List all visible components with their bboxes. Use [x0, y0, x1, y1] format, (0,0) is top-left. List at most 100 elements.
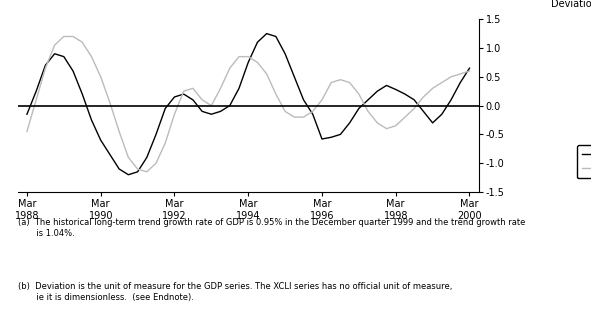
XCLI [33, 89, 40, 93]
GDP [51, 43, 58, 47]
XCLI [429, 121, 436, 125]
XCLI [97, 138, 104, 142]
GDP [88, 55, 95, 59]
GDP [180, 89, 187, 93]
XCLI [457, 81, 464, 84]
XCLI [24, 112, 31, 116]
GDP [245, 55, 252, 59]
GDP [171, 112, 178, 116]
GDP [125, 156, 132, 159]
GDP [327, 81, 335, 84]
XCLI [346, 121, 353, 125]
GDP [254, 60, 261, 64]
GDP [97, 75, 104, 79]
GDP [116, 130, 123, 133]
XCLI [439, 112, 446, 116]
GDP [392, 124, 400, 128]
XCLI [79, 92, 86, 96]
XCLI [365, 98, 372, 102]
XCLI [401, 92, 408, 96]
XCLI [152, 132, 160, 136]
XCLI [199, 109, 206, 113]
XCLI [263, 32, 270, 36]
XCLI [208, 112, 215, 116]
GDP [199, 98, 206, 102]
XCLI [162, 107, 169, 110]
XCLI [42, 63, 49, 67]
XCLI [51, 52, 58, 56]
XCLI [180, 92, 187, 96]
XCLI [189, 98, 196, 102]
Line: XCLI: XCLI [27, 34, 469, 175]
XCLI [272, 35, 280, 38]
XCLI [171, 95, 178, 99]
XCLI [235, 86, 242, 90]
GDP [439, 81, 446, 84]
GDP [365, 109, 372, 113]
XCLI [383, 84, 390, 87]
GDP [457, 72, 464, 76]
GDP [263, 72, 270, 76]
Text: Deviation(b): Deviation(b) [551, 0, 591, 8]
GDP [447, 75, 454, 79]
Legend: XCLI, GDP: XCLI, GDP [577, 145, 591, 179]
XCLI [116, 167, 123, 171]
XCLI [106, 153, 113, 156]
XCLI [88, 118, 95, 122]
XCLI [143, 156, 150, 159]
GDP [70, 35, 77, 38]
XCLI [254, 40, 261, 44]
XCLI [374, 89, 381, 93]
Text: (a)  The historical long-term trend growth rate of GDP is 0.95% in the December : (a) The historical long-term trend growt… [18, 218, 525, 238]
GDP [319, 98, 326, 102]
XCLI [291, 75, 298, 79]
GDP [401, 115, 408, 119]
GDP [60, 35, 67, 38]
XCLI [300, 98, 307, 102]
GDP [24, 130, 31, 133]
XCLI [411, 98, 418, 102]
GDP [300, 115, 307, 119]
GDP [106, 101, 113, 105]
GDP [33, 98, 40, 102]
XCLI [70, 69, 77, 73]
GDP [152, 161, 160, 165]
GDP [162, 141, 169, 145]
GDP [337, 78, 344, 82]
GDP [411, 107, 418, 110]
XCLI [327, 135, 335, 139]
GDP [134, 167, 141, 171]
GDP [383, 127, 390, 131]
GDP [217, 86, 224, 90]
XCLI [217, 109, 224, 113]
XCLI [226, 104, 233, 108]
XCLI [355, 107, 362, 110]
XCLI [309, 112, 316, 116]
GDP [272, 92, 280, 96]
GDP [429, 86, 436, 90]
GDP [281, 109, 288, 113]
XCLI [392, 88, 400, 92]
GDP [291, 115, 298, 119]
GDP [355, 92, 362, 96]
XCLI [466, 66, 473, 70]
XCLI [319, 137, 326, 141]
GDP [226, 66, 233, 70]
GDP [189, 86, 196, 90]
XCLI [420, 109, 427, 113]
GDP [346, 81, 353, 84]
GDP [143, 170, 150, 174]
XCLI [337, 132, 344, 136]
Text: (b)  Deviation is the unit of measure for the GDP series. The XCLI series has no: (b) Deviation is the unit of measure for… [18, 282, 452, 302]
GDP [208, 104, 215, 108]
GDP [79, 40, 86, 44]
Line: GDP: GDP [27, 36, 469, 172]
GDP [42, 66, 49, 70]
GDP [309, 109, 316, 113]
XCLI [134, 170, 141, 174]
XCLI [125, 173, 132, 177]
GDP [235, 55, 242, 59]
GDP [420, 95, 427, 99]
GDP [466, 69, 473, 73]
XCLI [245, 60, 252, 64]
